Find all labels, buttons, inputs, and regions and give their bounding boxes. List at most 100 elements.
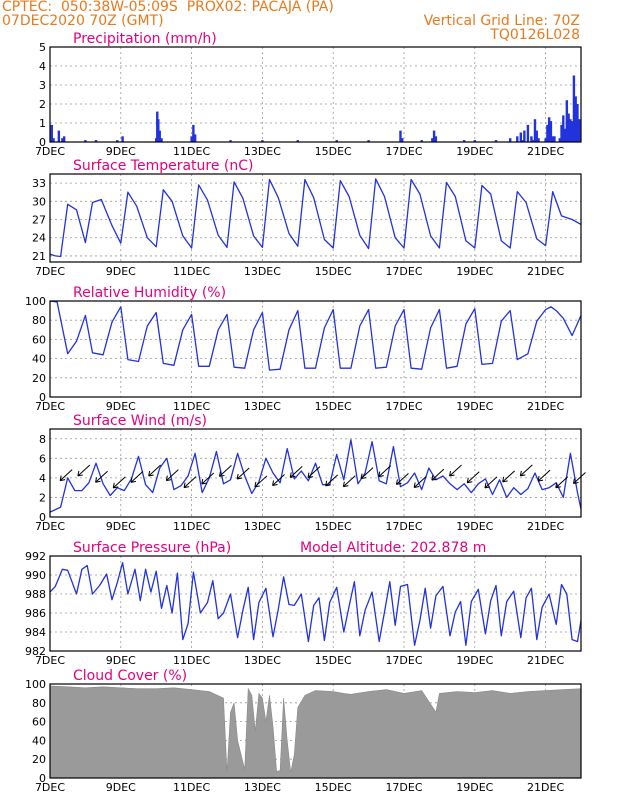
- panel-title: Surface Temperature (nC): [73, 158, 254, 174]
- wind-arrow: [431, 468, 445, 481]
- x-tick-label: 9DEC: [106, 520, 136, 533]
- wind-arrow-head: [360, 473, 367, 480]
- precip-bar: [192, 124, 195, 142]
- panel-3: 0 2 4 6 8 7DEC 9DEC 11DEC 13DEC 15DEC 17DEC 19DEC 21…: [35, 413, 586, 533]
- y-tick-label: 0: [39, 511, 46, 524]
- series-line: [49, 178, 582, 258]
- x-tick-label: 11DEC: [173, 145, 210, 158]
- header-grid-note: Vertical Grid Line: 70Z: [423, 13, 580, 29]
- precip-bar: [193, 134, 197, 142]
- precip-bar: [62, 136, 66, 142]
- wind-arrow: [466, 471, 480, 484]
- wind-arrow: [378, 465, 392, 478]
- wind-arrow-head: [466, 477, 473, 484]
- series-line: [49, 439, 582, 513]
- wind-arrow: [520, 464, 533, 477]
- precip-bar: [296, 140, 299, 142]
- y-tick-label: 992: [25, 550, 46, 563]
- precip-bar: [420, 140, 423, 142]
- x-tick-label: 21DEC: [527, 400, 564, 413]
- x-tick-label: 9DEC: [106, 265, 136, 278]
- x-tick-label: 17DEC: [385, 145, 422, 158]
- x-tick-label: 11DEC: [173, 654, 210, 667]
- precip-bar: [537, 138, 540, 142]
- precip-bar: [519, 132, 523, 142]
- x-tick-label: 17DEC: [385, 781, 422, 794]
- precip-bar: [116, 140, 119, 142]
- precip-bar: [546, 124, 549, 142]
- wind-arrow: [555, 476, 569, 489]
- y-tick-label: 5: [39, 41, 46, 54]
- wind-arrow-head: [449, 470, 455, 477]
- precip-bar: [94, 140, 98, 142]
- wind-arrow: [325, 474, 338, 487]
- x-tick-label: 17DEC: [385, 654, 422, 667]
- wind-arrow-head: [95, 477, 101, 483]
- precip-bar: [569, 119, 572, 142]
- precip-bar: [462, 140, 466, 142]
- wind-arrow: [148, 464, 161, 477]
- precip-bar: [562, 115, 565, 142]
- y-tick-label: 1: [39, 117, 46, 130]
- x-tick-label: 19DEC: [456, 781, 493, 794]
- x-tick-label: 13DEC: [244, 781, 281, 794]
- x-tick-label: 21DEC: [527, 520, 564, 533]
- x-tick-label: 11DEC: [173, 400, 210, 413]
- panel-1: 21 24 27 30 33 7DEC 9DEC 11DEC 13DEC 15DEC 17DEC 19…: [32, 158, 582, 278]
- x-tick-label: 15DEC: [315, 400, 352, 413]
- x-tick-label: 21DEC: [527, 781, 564, 794]
- x-tick-label: 7DEC: [35, 781, 65, 794]
- wind-arrow-head: [307, 472, 314, 479]
- wind-arrow: [183, 476, 197, 489]
- wind-arrow-head: [519, 470, 526, 477]
- panel-frame: [49, 46, 582, 143]
- wind-arrow-head: [289, 472, 296, 478]
- y-tick-label: 984: [25, 626, 46, 639]
- wind-arrow: [343, 475, 356, 488]
- panel-title: Cloud Cover (%): [73, 668, 187, 684]
- wind-arrow: [112, 476, 126, 489]
- y-tick-label: 2: [39, 98, 46, 111]
- panel-4: 982 984 986 988 990 992 7DEC 9DEC 11DEC 13DEC 15DE…: [25, 540, 582, 667]
- wind-arrow: [413, 476, 427, 488]
- x-tick-label: 7DEC: [35, 400, 65, 413]
- y-tick-label: 60: [32, 333, 46, 346]
- panel-title: Surface Pressure (hPa): [73, 540, 231, 556]
- wind-arrow-head: [254, 481, 260, 488]
- wind-arrow-head: [395, 479, 402, 485]
- panel-title: Surface Wind (m/s): [73, 413, 207, 429]
- precip-bar: [530, 136, 533, 142]
- y-tick-label: 100: [25, 295, 46, 308]
- series-line: [49, 300, 582, 371]
- x-tick-label: 19DEC: [456, 145, 493, 158]
- wind-arrow-head: [148, 470, 154, 477]
- x-tick-label: 13DEC: [244, 654, 281, 667]
- precip-bar: [549, 121, 553, 142]
- y-tick-label: 982: [25, 645, 46, 658]
- precip-bar: [547, 117, 551, 142]
- y-tick-label: 80: [32, 314, 46, 327]
- precip-bar: [553, 136, 556, 142]
- y-tick-label: 24: [32, 232, 46, 245]
- wind-arrow-head: [218, 471, 225, 477]
- precip-bar: [570, 121, 574, 142]
- y-tick-label: 40: [32, 353, 46, 366]
- precip-bar: [558, 138, 561, 142]
- panel-5: 0 20 40 60 80 100 7DEC 9DEC 11DEC 13DEC 15DEC 17DEC…: [25, 668, 582, 794]
- wind-arrow: [484, 476, 498, 489]
- panel-frame: [49, 555, 582, 652]
- wind-arrow: [130, 470, 144, 483]
- wind-arrow-head: [572, 478, 579, 484]
- y-tick-label: 6: [39, 452, 46, 465]
- y-tick-label: 986: [25, 607, 46, 620]
- precip-bar: [50, 124, 53, 142]
- precip-bar: [158, 130, 161, 142]
- precip-bar: [532, 140, 535, 142]
- x-tick-label: 13DEC: [244, 400, 281, 413]
- wind-arrow-head: [201, 478, 207, 485]
- y-tick-label: 33: [32, 177, 46, 190]
- wind-arrow-head: [130, 477, 137, 483]
- y-tick-label: 30: [32, 195, 46, 208]
- precip-bar: [565, 100, 569, 142]
- wind-arrow: [219, 465, 232, 477]
